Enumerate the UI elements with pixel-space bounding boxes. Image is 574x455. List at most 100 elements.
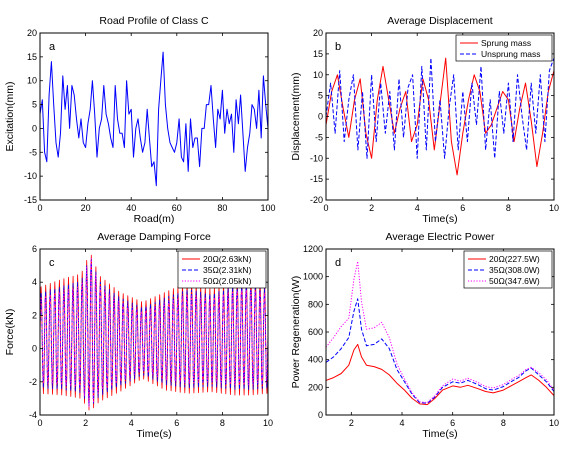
plot-area (40, 33, 268, 200)
y-tick-label: 1000 (303, 272, 323, 282)
y-tick-label: 0 (318, 410, 323, 420)
legend-label: Sprung mass (481, 38, 531, 48)
panel-d: 2 4 6 8 10 0 200 400 600 800 1000 1200 Average Elect… (290, 231, 559, 440)
y-tick-label: -10 (24, 171, 37, 181)
y-axis-label: Displacement(mm) (290, 72, 302, 160)
y-axis-label: Power Regeneration(W) (290, 276, 302, 389)
y-tick-label: 5 (32, 100, 37, 110)
x-tick-label: 10 (549, 203, 559, 213)
y-tick-label: 0 (32, 123, 37, 133)
y-tick-label: 4 (32, 277, 37, 287)
x-axis-label: Time(s) (422, 213, 457, 225)
y-axis-label: Force(kN) (4, 309, 16, 356)
plot-border (39, 248, 269, 416)
x-tick-label: 2 (83, 418, 88, 428)
y-tick-label: 0 (318, 112, 323, 122)
y-tick-label: -15 (24, 195, 37, 205)
x-tick-label: 100 (260, 203, 275, 213)
y-tick-label: -10 (310, 153, 323, 163)
y-tick-label: 2 (32, 310, 37, 320)
series-group (40, 51, 268, 187)
legend-box (463, 250, 553, 289)
y-tick-label: 400 (308, 355, 323, 365)
legend-label: 50Ω(347.6W) (489, 276, 540, 286)
y-tick-label: -4 (29, 410, 37, 420)
series-group (40, 254, 268, 411)
x-tick-label: 80 (217, 203, 227, 213)
y-tick-label: -20 (310, 195, 323, 205)
y-tick-label: 0 (32, 344, 37, 354)
panel-label: a (49, 41, 56, 53)
series-line-2 (326, 57, 554, 159)
legend: 20Ω(227.5W)35Ω(308.0W)50Ω(347.6W) (463, 250, 553, 289)
y-axis-label: Excitation(mm) (4, 81, 16, 151)
y-tick-label: -2 (29, 377, 37, 387)
y-tick-label: -5 (315, 132, 323, 142)
y-tick-label: 200 (308, 382, 323, 392)
x-tick-label: 40 (126, 203, 136, 213)
y-tick-label: 10 (313, 70, 323, 80)
y-tick-label: 10 (27, 76, 37, 86)
x-tick-label: 60 (172, 203, 182, 213)
x-tick-label: 4 (129, 418, 134, 428)
x-tick-label: 8 (501, 418, 506, 428)
x-tick-label: 0 (37, 418, 42, 428)
x-axis-label: Time(s) (136, 428, 171, 440)
x-tick-label: 0 (37, 203, 42, 213)
y-tick-label: -15 (310, 174, 323, 184)
panel-b: 0 2 4 6 8 10 -20 -15 -10 -5 0 5 10 15 20 Average Displa… (290, 15, 559, 225)
y-tick-label: 15 (313, 49, 323, 59)
y-tick-label: -5 (29, 147, 37, 157)
series-group (326, 260, 554, 406)
legend-label: 35Ω(2.31kN) (203, 265, 252, 275)
panel-c: 0 2 4 6 8 10 -4 -2 0 2 4 6 Average Damping Force Time… (4, 231, 273, 440)
x-tick-label: 10 (549, 418, 559, 428)
x-tick-label: 6 (450, 418, 455, 428)
x-tick-label: 10 (263, 418, 273, 428)
series-line-3 (40, 257, 268, 408)
legend-label: 20Ω(227.5W) (489, 254, 540, 264)
legend-label: Unsprung mass (481, 49, 541, 59)
series-line-1 (326, 343, 554, 406)
y-tick-label: 20 (27, 28, 37, 38)
chart-title: Average Damping Force (97, 231, 211, 243)
x-tick-label: 4 (415, 203, 420, 213)
y-tick-label: 600 (308, 327, 323, 337)
legend: 20Ω(2.63kN)35Ω(2.31kN)50Ω(2.05kN) (177, 250, 267, 289)
legend-label: 35Ω(308.0W) (489, 265, 540, 275)
plot-border (39, 32, 269, 201)
legend-box (455, 34, 553, 62)
y-tick-label: 20 (313, 28, 323, 38)
x-tick-label: 0 (323, 203, 328, 213)
x-axis-label: Time(s) (422, 428, 457, 440)
series-line-3 (326, 260, 554, 404)
panel-label: b (335, 41, 341, 53)
legend-label: 20Ω(2.63kN) (203, 254, 252, 264)
x-tick-label: 2 (349, 418, 354, 428)
x-axis-label: Road(m) (134, 213, 175, 225)
y-tick-label: 800 (308, 299, 323, 309)
x-tick-label: 6 (174, 418, 179, 428)
x-tick-label: 6 (460, 203, 465, 213)
panel-label: d (335, 257, 341, 269)
x-tick-label: 2 (369, 203, 374, 213)
y-tick-label: 5 (318, 91, 323, 101)
series-line-2 (40, 259, 268, 407)
y-tick-label: 1200 (303, 244, 323, 254)
panel-a: 0 20 40 60 80 100 -15 -10 -5 0 5 10 15 20 Road Profile… (4, 15, 276, 225)
series-line-2 (326, 298, 554, 404)
legend-label: 50Ω(2.05kN) (203, 276, 252, 286)
chart-title: Road Profile of Class C (99, 15, 209, 27)
series-group (326, 57, 554, 176)
x-tick-label: 4 (399, 418, 404, 428)
chart-title: Average Electric Power (386, 231, 495, 243)
legend-box (177, 250, 267, 289)
series-line-1 (40, 51, 268, 187)
x-tick-label: 8 (220, 418, 225, 428)
chart-title: Average Displacement (387, 15, 493, 27)
y-tick-label: 15 (27, 52, 37, 62)
x-tick-label: 8 (506, 203, 511, 213)
panel-label: c (49, 257, 55, 269)
